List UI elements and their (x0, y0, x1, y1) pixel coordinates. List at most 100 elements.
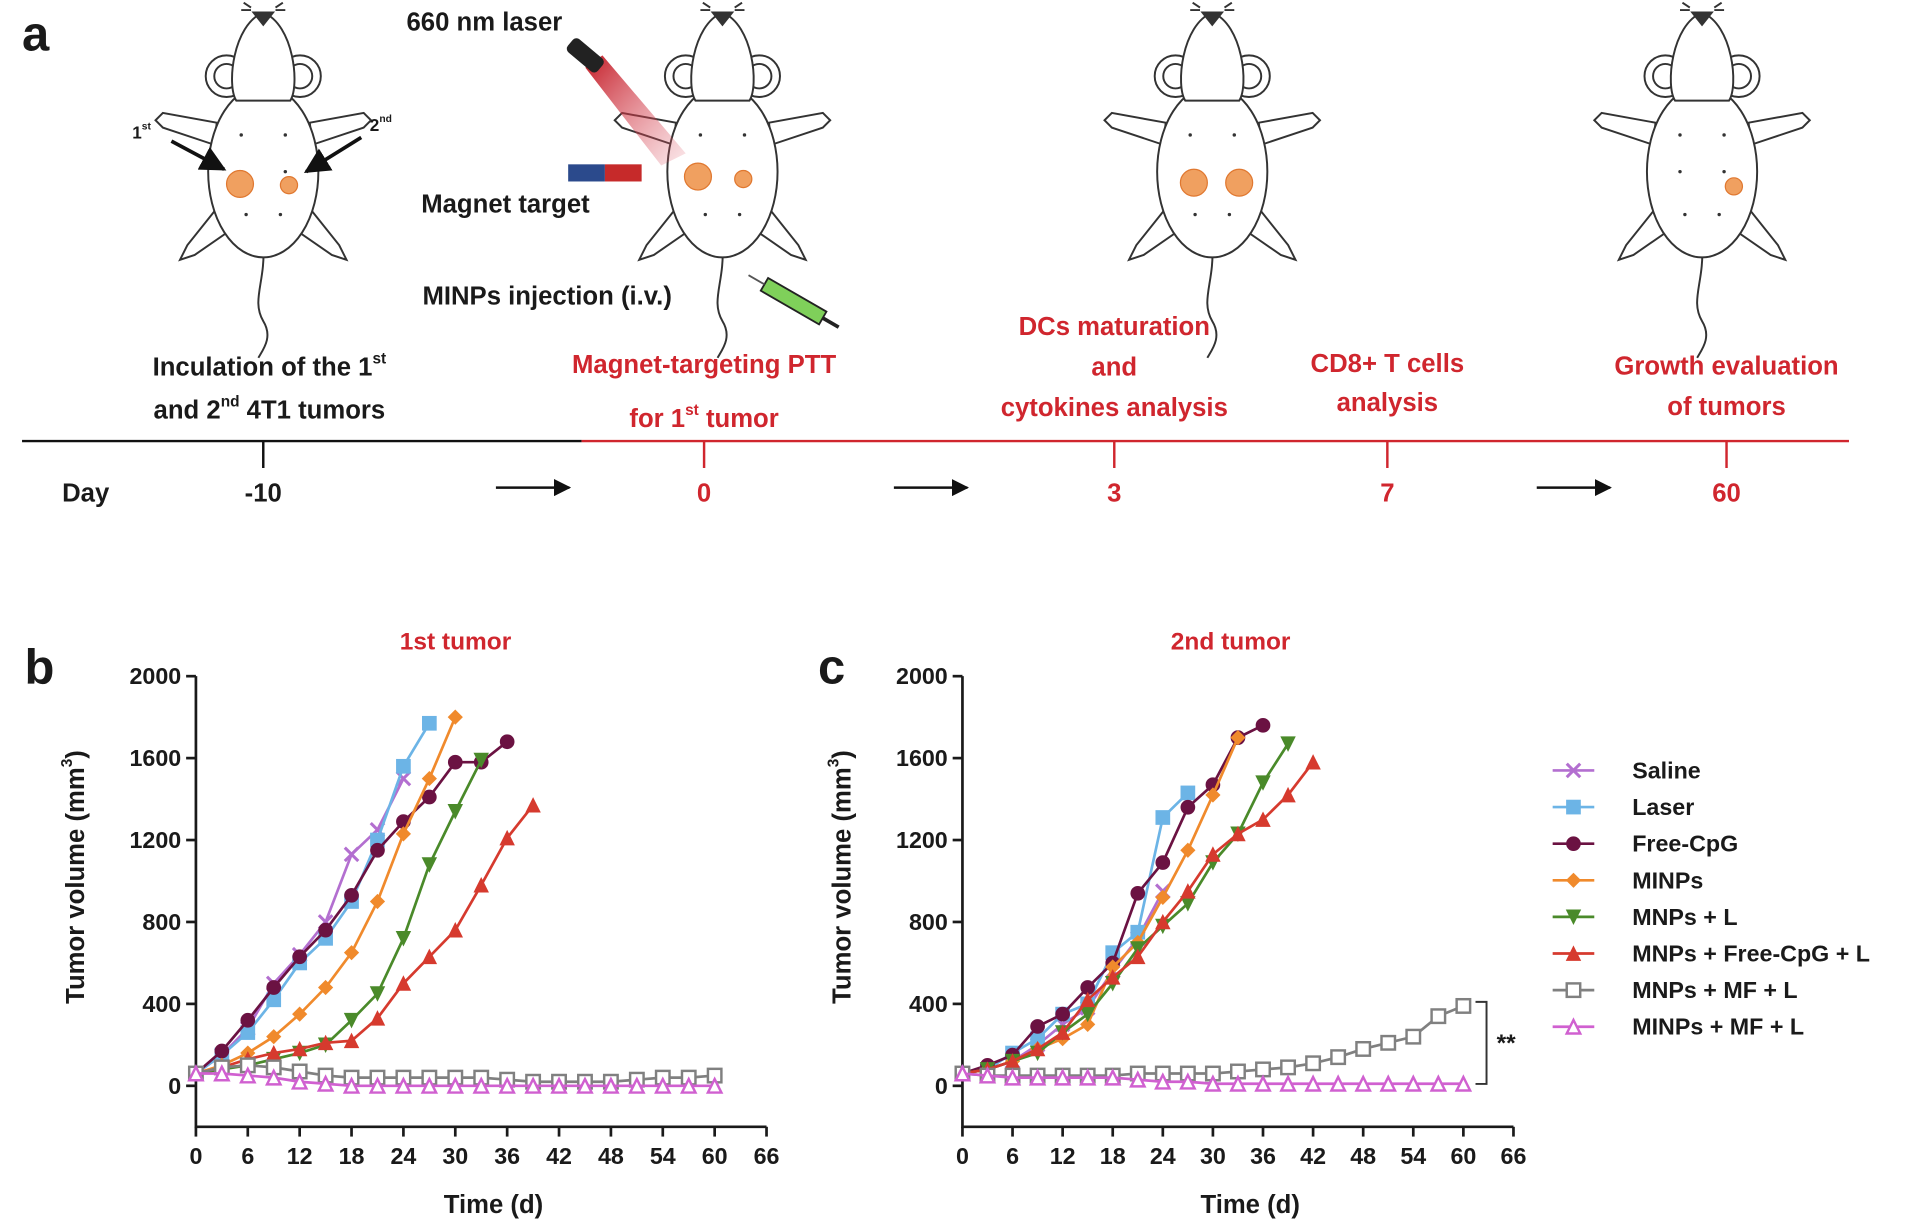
marker (342, 1076, 361, 1094)
x-tick-label: 48 (1350, 1143, 1376, 1169)
significance-bracket (1475, 1000, 1488, 1085)
marker (1379, 1074, 1397, 1092)
marker (1154, 1072, 1172, 1090)
panel-label: b (24, 641, 54, 695)
event-label: for 1st tumor (629, 402, 778, 433)
marker (447, 754, 463, 770)
marker (680, 1076, 698, 1094)
marker (1565, 982, 1582, 999)
mouse (1103, 1, 1321, 359)
laser-beam (585, 55, 686, 166)
marker (369, 986, 386, 1002)
marker (369, 893, 386, 910)
x-tick-label: 66 (1501, 1143, 1527, 1169)
legend-label: MNPs + MF + L (1632, 977, 1797, 1003)
marker (369, 1010, 386, 1026)
marker (1255, 1061, 1271, 1078)
marker (1155, 810, 1171, 825)
x-tick-label: 18 (1100, 1143, 1126, 1169)
marker (1078, 1068, 1097, 1086)
marker (1280, 736, 1296, 752)
marker (291, 1040, 308, 1057)
marker (576, 1076, 594, 1094)
marker (499, 829, 515, 846)
marker (1079, 1006, 1096, 1023)
marker (1155, 855, 1171, 870)
marker (1204, 1074, 1222, 1092)
legend-label: Free-CpG (1632, 831, 1738, 857)
x-tick-label: 30 (442, 1143, 468, 1169)
marker (473, 752, 489, 769)
marker (1355, 1040, 1372, 1057)
legend-entry: MNPs + MF + L (1552, 977, 1798, 1003)
marker (1305, 1055, 1322, 1072)
marker (499, 734, 515, 750)
marker (1565, 762, 1582, 779)
chart: b 1st tumor 0 400 800 1200 1600 2000 0 6 12 18 24 30 3… (24, 628, 779, 1219)
marker (1279, 1074, 1297, 1092)
x-tick-label: 30 (1200, 1143, 1226, 1169)
x-tick-label: 36 (494, 1143, 520, 1169)
x-tick-label: 66 (754, 1143, 780, 1169)
y-tick-label: 1200 (129, 827, 181, 853)
y-tick-label: 2000 (129, 663, 181, 689)
tumors (225, 162, 1744, 199)
day-value: 3 (1107, 480, 1121, 508)
marker (1565, 909, 1582, 926)
legend-entry: Free-CpG (1552, 831, 1738, 857)
marker (446, 1076, 465, 1094)
marker (395, 975, 412, 991)
marker (1380, 1034, 1397, 1051)
legend-label: MINPs + MF + L (1632, 1014, 1804, 1040)
marker (628, 1076, 646, 1094)
x-tick-label: 36 (1250, 1143, 1276, 1169)
legend-entry: MINPs (1552, 867, 1703, 893)
marker (422, 789, 437, 805)
x-tick-label: 24 (1150, 1143, 1176, 1169)
legend-entry: Laser (1552, 794, 1694, 820)
marker (1003, 1068, 1022, 1086)
mouse (1593, 1, 1811, 359)
x-tick-label: 60 (702, 1143, 728, 1169)
marker (1304, 1074, 1322, 1092)
marker (1255, 717, 1271, 733)
marker (1080, 1016, 1096, 1032)
event-label: CD8+ T cells (1311, 350, 1465, 378)
x-tick-label: 48 (598, 1143, 624, 1169)
label: 1st (132, 122, 151, 143)
marker (1280, 1059, 1297, 1076)
marker (421, 857, 438, 873)
magnet (604, 164, 642, 182)
marker (1230, 730, 1246, 746)
marker (953, 1064, 972, 1082)
event-label: analysis (1337, 389, 1438, 417)
day-label: Day (62, 480, 110, 508)
marker (421, 948, 438, 965)
marker (239, 1066, 257, 1084)
y-tick-label: 1200 (896, 827, 948, 853)
marker (1205, 846, 1221, 862)
marker (370, 842, 385, 858)
marker (1329, 1074, 1347, 1092)
marker (473, 876, 489, 893)
marker (525, 797, 541, 813)
marker (292, 949, 308, 965)
marker (1180, 842, 1196, 858)
arrow (303, 135, 363, 174)
x-tick-label: 6 (1006, 1143, 1019, 1169)
marker (1405, 1028, 1422, 1045)
x-tick-label: 12 (287, 1143, 313, 1169)
y-tick-label: 400 (142, 991, 181, 1017)
marker (343, 945, 360, 961)
x-tick-label: 42 (546, 1143, 572, 1169)
series-line (195, 716, 457, 1075)
marker (1305, 754, 1321, 770)
marker (1129, 1070, 1147, 1088)
y-tick-label: 800 (909, 909, 948, 935)
x-tick-label: 60 (1450, 1143, 1476, 1169)
marker (266, 980, 282, 995)
marker (1565, 945, 1582, 961)
marker (1429, 1074, 1448, 1092)
